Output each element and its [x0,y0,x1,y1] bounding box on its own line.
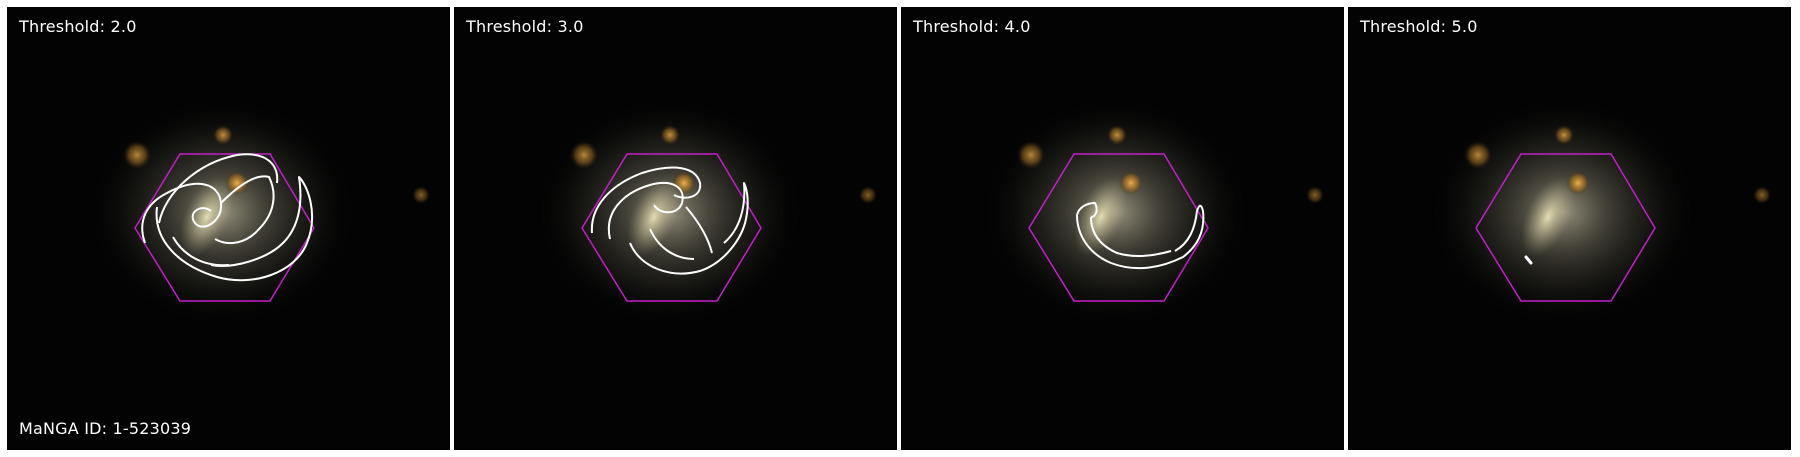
panel-threshold-4: Threshold: 4.0 [901,7,1344,450]
spiral-contour [590,166,749,275]
foreground-star [660,125,680,145]
panel-threshold-3: Threshold: 3.0 [454,7,897,450]
foreground-star [1753,186,1771,204]
galaxy-core [1074,177,1128,257]
manga-id-label: MaNGA ID: 1-523039 [19,419,192,438]
foreground-star [859,186,877,204]
panel-threshold-2: Threshold: 2.0 MaNGA ID: 1-523039 [7,7,450,450]
foreground-star [123,141,151,169]
threshold-label: Threshold: 5.0 [1360,17,1478,36]
foreground-star [1017,141,1045,169]
ifu-hexagon [581,153,762,302]
spiral-contour [1076,202,1205,270]
foreground-star [1306,186,1324,204]
threshold-label: Threshold: 3.0 [466,17,584,36]
foreground-star [412,186,430,204]
spiral-contour [141,153,314,282]
ifu-hexagon [1028,153,1209,302]
galaxy-core [627,177,681,257]
foreground-star [570,141,598,169]
spiral-contour [1524,255,1533,265]
ifu-hexagon [134,153,315,302]
foreground-star [1566,171,1590,195]
foreground-star [213,125,233,145]
threshold-label: Threshold: 4.0 [913,17,1031,36]
galaxy-image [901,7,1344,450]
ifu-hexagon [1475,153,1656,302]
foreground-star [1554,125,1574,145]
galaxy-image [7,7,450,450]
panel-threshold-5: Threshold: 5.0 [1348,7,1791,450]
galaxy-image [454,7,897,450]
foreground-star [1119,171,1143,195]
galaxy-core [1521,177,1575,257]
foreground-star [1464,141,1492,169]
foreground-star [225,171,249,195]
foreground-star [1107,125,1127,145]
galaxy-image [1348,7,1791,450]
threshold-label: Threshold: 2.0 [19,17,137,36]
foreground-star [672,171,696,195]
